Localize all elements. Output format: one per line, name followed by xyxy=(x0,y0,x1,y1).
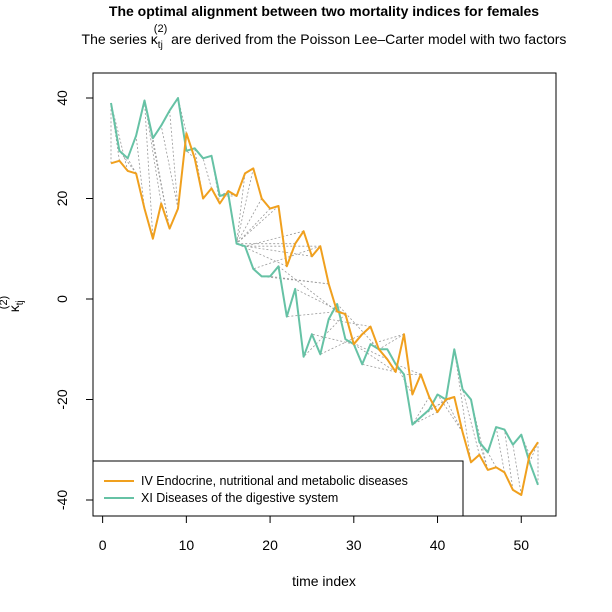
alignment-line xyxy=(362,363,396,373)
alignment-line xyxy=(487,452,497,468)
series-line-endocrine xyxy=(110,132,539,496)
alignment-line xyxy=(328,318,371,327)
x-tick-label: 20 xyxy=(262,537,278,553)
alignment-line xyxy=(261,276,329,285)
alignment-line xyxy=(353,343,396,373)
y-axis: -40 -20 0 20 40 xyxy=(54,90,94,510)
y-tick-label: 20 xyxy=(54,191,70,207)
alignment-line xyxy=(512,444,522,496)
series-line-digestive xyxy=(110,97,539,486)
y-tick-label: 40 xyxy=(54,90,70,106)
chart-subtitle: The series κtj (2) are derived from the P… xyxy=(82,23,567,51)
alignment-line xyxy=(378,333,405,350)
subtitle-subscript: tj xyxy=(158,40,163,51)
alignment-line xyxy=(286,311,338,317)
legend: IV Endocrine, nutritional and metabolic … xyxy=(92,460,464,517)
alignment-line xyxy=(386,349,413,395)
y-tick-label: -40 xyxy=(54,490,70,510)
y-axis-label: κtj (2) xyxy=(0,296,26,312)
alignment-line xyxy=(437,394,463,433)
alignment-line xyxy=(412,396,430,425)
alignment-line xyxy=(144,100,154,239)
subtitle-kappa: κ xyxy=(151,31,159,47)
alignment-line xyxy=(236,168,254,244)
x-tick-label: 30 xyxy=(346,537,362,553)
alignment-line xyxy=(119,150,137,174)
alignment-line xyxy=(244,245,312,257)
chart-title: The optimal alignment between two mortal… xyxy=(109,3,539,19)
alignment-line xyxy=(236,198,263,244)
alignment-line xyxy=(135,135,145,209)
alignment-line xyxy=(202,158,212,189)
alignment-line xyxy=(311,333,354,345)
alignment-line xyxy=(462,389,480,455)
legend-label-endocrine: IV Endocrine, nutritional and metabolic … xyxy=(141,474,408,488)
alignment-line xyxy=(144,100,162,204)
legend-box xyxy=(92,460,464,517)
y-tick-label: 0 xyxy=(54,295,70,303)
legend-label-digestive: XI Diseases of the digestive system xyxy=(141,491,338,505)
alignment-line xyxy=(236,205,279,244)
alignment-line xyxy=(412,411,438,425)
subtitle-superscript: (2) xyxy=(154,23,167,35)
subtitle-post: are derived from the Poisson Lee–Carter … xyxy=(167,31,566,47)
alignment-line xyxy=(152,138,170,229)
alignment-line xyxy=(453,349,472,463)
x-tick-label: 0 xyxy=(99,537,107,553)
x-tick-label: 10 xyxy=(179,537,195,553)
y-axis-label-subscript: tj xyxy=(15,300,26,305)
series-lines xyxy=(110,97,539,496)
y-axis-label-superscript: (2) xyxy=(0,296,10,309)
alignment-line xyxy=(236,208,271,244)
x-axis-label: time index xyxy=(292,573,356,589)
subtitle-pre: The series xyxy=(82,31,151,47)
alignment-line xyxy=(278,265,338,312)
x-tick-label: 50 xyxy=(513,537,529,553)
x-tick-label: 40 xyxy=(430,537,446,553)
alignment-line xyxy=(169,110,179,209)
alignment-line xyxy=(127,158,137,174)
y-tick-label: -20 xyxy=(54,389,70,409)
alignment-line xyxy=(479,442,489,471)
y-axis-label-kappa: κ xyxy=(6,304,22,312)
